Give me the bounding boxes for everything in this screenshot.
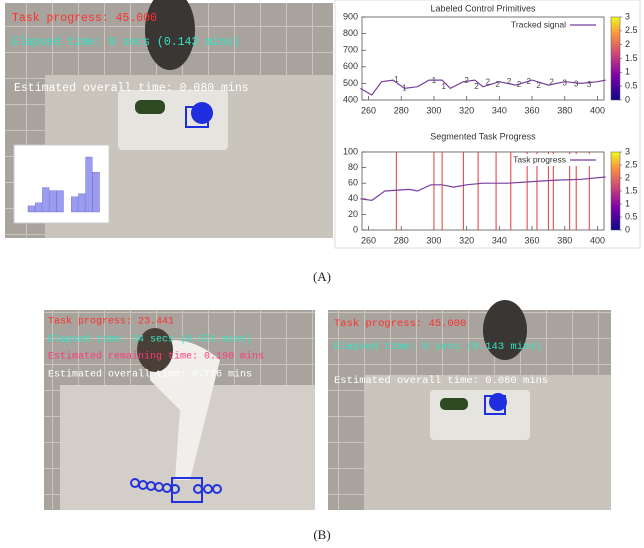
y-tick-label: 80 <box>348 162 358 172</box>
x-tick-label: 380 <box>557 105 572 115</box>
y-tick-label: 500 <box>343 78 358 88</box>
x-tick-label: 380 <box>557 235 572 245</box>
remaining-time: Estimated remaining time: 0.190 mins <box>48 351 264 363</box>
colorbar-label: 3 <box>625 146 630 156</box>
photo-b-right: Task progress: 45.000 Elapsed time: 8 se… <box>328 300 611 510</box>
colorbar <box>611 152 620 230</box>
primitive-label: 2 <box>495 80 500 89</box>
task-progress: Task progress: 45.000 <box>12 12 157 25</box>
y-tick-label: 400 <box>343 94 358 104</box>
colorbar <box>611 17 620 100</box>
colorbar-label: 3 <box>625 11 630 21</box>
hist-bar <box>42 188 49 212</box>
x-tick-label: 360 <box>525 235 540 245</box>
elapsed-time: Elapsed time: 8 secs (0.143 mins) <box>12 36 240 49</box>
colorbar-label: 1.5 <box>625 53 638 63</box>
hist-bar <box>71 197 78 212</box>
primitive-label: 3 <box>563 79 568 88</box>
colorbar-label: 1.5 <box>625 185 638 195</box>
y-tick-label: 40 <box>348 193 358 203</box>
y-tick-label: 900 <box>343 11 358 21</box>
task-progress: Task progress: 45.000 <box>334 318 466 330</box>
overall-time: Estimated overall time: 0.776 mins <box>48 369 252 381</box>
x-tick-label: 260 <box>361 235 376 245</box>
y-tick-label: 700 <box>343 45 358 55</box>
legend-label: Tracked signal <box>511 19 566 29</box>
x-tick-label: 400 <box>590 235 605 245</box>
y-tick-label: 0 <box>353 224 358 234</box>
x-tick-label: 320 <box>459 235 474 245</box>
hist-bar <box>93 172 100 212</box>
primitive-label: 2 <box>517 80 522 89</box>
x-tick-label: 300 <box>426 105 441 115</box>
primitive-label: 2 <box>474 82 479 91</box>
primitive-label: 1 <box>394 75 399 84</box>
colorbar-label: 0 <box>625 94 630 104</box>
x-tick-label: 300 <box>426 235 441 245</box>
primitive-label: 1 <box>402 83 407 92</box>
y-tick-label: 600 <box>343 61 358 71</box>
y-tick-label: 100 <box>343 146 358 156</box>
hist-bar <box>50 191 57 212</box>
hist-bar <box>28 206 35 212</box>
x-tick-label: 260 <box>361 105 376 115</box>
colorbar-label: 2.5 <box>625 25 638 35</box>
hist-bar <box>78 194 85 212</box>
y-tick-label: 20 <box>348 209 358 219</box>
y-tick-label: 800 <box>343 28 358 38</box>
primitive-label: 1 <box>432 76 437 85</box>
panel-label: (A) <box>313 269 331 284</box>
task-progress: Task progress: 23.441 <box>48 316 174 328</box>
colorbar-label: 0.5 <box>625 211 638 221</box>
photo-b-left: Task progress: 23.441 Elapsed time: 34 s… <box>44 310 315 510</box>
x-tick-label: 400 <box>590 105 605 115</box>
primitive-label: 2 <box>486 78 491 87</box>
figure: Task progress: 45.000 Elapsed time: 8 se… <box>0 0 644 543</box>
panel-label: (B) <box>313 527 330 542</box>
primitive-label: 3 <box>574 79 579 88</box>
colorbar-label: 2.5 <box>625 159 638 169</box>
hist-bar <box>86 157 93 212</box>
primitive-label: 2 <box>549 78 554 87</box>
primitive-label: 3 <box>587 80 592 89</box>
overall-time: Estimated overall time: 0.080 mins <box>14 82 249 95</box>
plot-title: Labeled Control Primitives <box>430 3 536 13</box>
y-tick-label: 60 <box>348 178 358 188</box>
primitive-label: 2 <box>536 81 541 90</box>
colorbar-label: 0 <box>625 224 630 234</box>
colorbar-label: 2 <box>625 172 630 182</box>
x-tick-label: 340 <box>492 105 507 115</box>
primitive-label: 2 <box>464 76 469 85</box>
colorbar-label: 1 <box>625 198 630 208</box>
plots-panel <box>335 0 640 248</box>
overall-time: Estimated overall time: 0.080 mins <box>334 375 548 387</box>
hist-bar <box>57 191 64 212</box>
x-tick-label: 340 <box>492 235 507 245</box>
primitive-label: 2 <box>507 77 512 86</box>
x-tick-label: 360 <box>525 105 540 115</box>
plot-title: Segmented Task Progress <box>430 131 536 141</box>
legend-label: Task progress <box>513 154 566 164</box>
x-tick-label: 320 <box>459 105 474 115</box>
colorbar-label: 2 <box>625 39 630 49</box>
hist-bar <box>35 203 42 212</box>
x-tick-label: 280 <box>394 105 409 115</box>
primitive-label: 2 <box>527 77 532 86</box>
elapsed-time: Elapsed time: 34 secs (0.571 mins) <box>48 334 252 346</box>
colorbar-label: 0.5 <box>625 81 638 91</box>
x-tick-label: 280 <box>394 235 409 245</box>
colorbar-label: 1 <box>625 67 630 77</box>
primitive-label: 1 <box>442 82 447 91</box>
elapsed-time: Elapsed time: 8 secs (0.143 mins) <box>334 341 542 353</box>
